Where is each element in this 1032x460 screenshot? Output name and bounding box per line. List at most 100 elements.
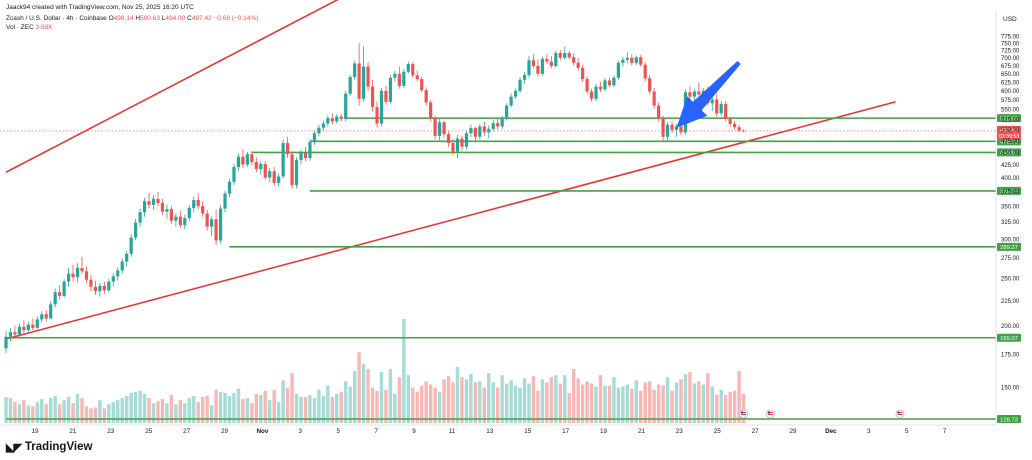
- candle-body: [639, 57, 643, 65]
- volume-legend[interactable]: Vol · ZEC 3.93K: [6, 24, 53, 31]
- volume-bar: [728, 391, 732, 423]
- trendline-upper: [5, 0, 339, 173]
- volume-bar: [268, 400, 272, 423]
- candle-body: [272, 171, 276, 183]
- candle-body: [227, 181, 232, 194]
- candle-body: [62, 281, 66, 296]
- candle-body: [469, 128, 473, 134]
- close-value: 497.42: [191, 15, 212, 22]
- volume-bar: [563, 375, 567, 423]
- volume-bar: [303, 397, 308, 423]
- candle-body: [142, 201, 147, 213]
- time-tick-label: 7: [943, 428, 947, 435]
- volume-bar: [616, 387, 621, 423]
- volume-bar: [509, 380, 513, 423]
- volume-bar: [169, 394, 174, 423]
- volume-bar: [165, 403, 169, 423]
- volume-bar: [339, 391, 343, 423]
- axis-currency[interactable]: USD: [1003, 16, 1017, 23]
- candle-body: [500, 118, 504, 127]
- volume-bar: [554, 375, 558, 423]
- volume-bar: [679, 379, 683, 423]
- candle-body: [598, 86, 603, 90]
- candle-body: [424, 90, 428, 103]
- price-tick-label: 400.00: [1001, 176, 1020, 182]
- price-axis: 150.00 175.00 200.00 225.00 250.00 275.00 300.…: [995, 10, 1020, 425]
- candle-body: [58, 292, 62, 296]
- symbol-legend[interactable]: Zcash / U.S. Dollar · 4h · Coinbase O498…: [6, 15, 258, 22]
- volume-bar: [692, 383, 697, 423]
- volume-bar: [218, 391, 223, 423]
- price-tick-label: 200.00: [1001, 324, 1020, 330]
- candle-body: [71, 273, 75, 278]
- volume-bar: [683, 374, 688, 423]
- volume-bar: [393, 393, 397, 423]
- candle-body: [692, 91, 696, 97]
- candle-body: [710, 99, 714, 104]
- candle-body: [268, 171, 272, 178]
- flag-icon: [741, 414, 747, 415]
- volume-bar: [107, 404, 111, 423]
- volume-bar: [299, 397, 303, 423]
- price-tick-label: 325.00: [1001, 220, 1020, 226]
- chart-credit: Jaack94 created with TradingView.com, No…: [6, 4, 194, 11]
- candle-body: [147, 201, 151, 205]
- volume-bar: [375, 390, 379, 423]
- time-tick-label: 21: [69, 428, 77, 435]
- volume-label: Vol · ZEC: [6, 24, 34, 31]
- volume-bar: [402, 319, 406, 423]
- time-tick-label: 7: [374, 428, 378, 435]
- volume-bar: [348, 386, 352, 423]
- volume-bar: [460, 377, 464, 423]
- volume-bar: [661, 385, 665, 423]
- candle-body: [741, 130, 746, 132]
- candle-body: [724, 104, 728, 119]
- volume-bar: [26, 405, 31, 423]
- candle-body: [326, 118, 330, 124]
- candle-body: [241, 156, 245, 165]
- volume-bar: [49, 398, 53, 423]
- candle-body: [116, 270, 120, 277]
- volume-bar: [723, 394, 728, 423]
- candle-body: [589, 91, 594, 99]
- high-value: 500.63: [140, 15, 160, 22]
- volume-bar: [652, 389, 656, 423]
- time-tick-label: 29: [221, 428, 229, 435]
- candle-body: [134, 222, 138, 238]
- tradingview-wordmark: TradingView: [24, 441, 93, 453]
- candle-body: [66, 273, 71, 282]
- candle-body: [379, 90, 384, 124]
- volume-bar: [491, 382, 495, 423]
- candle-body: [406, 64, 410, 72]
- volume-bar: [13, 402, 17, 423]
- candle-body: [393, 73, 397, 78]
- flag-icon: [767, 412, 773, 413]
- volume-bar: [192, 395, 196, 423]
- low-value: 494.00: [165, 15, 186, 22]
- candle-body: [294, 160, 299, 186]
- volume-bar: [567, 392, 571, 423]
- volume-bar: [580, 384, 585, 423]
- candle-body: [286, 143, 290, 155]
- candle-body: [129, 237, 133, 254]
- level-label: 128.73: [1000, 417, 1018, 423]
- volume-bar: [285, 387, 290, 423]
- volume-bar: [656, 384, 661, 423]
- candle-body: [540, 59, 544, 74]
- volume-bar: [75, 393, 80, 423]
- candle-body: [567, 53, 571, 58]
- volume-bar: [433, 387, 437, 423]
- low-label: L: [161, 15, 166, 22]
- candle-body: [397, 73, 401, 86]
- candle-body: [415, 75, 419, 80]
- time-tick-label: 3: [867, 428, 871, 435]
- candle-body: [648, 78, 652, 92]
- candle-body: [290, 154, 294, 186]
- tradingview-logo[interactable]: ◣◤ TradingView: [6, 440, 92, 454]
- open-label: O: [108, 15, 114, 22]
- candle-body: [527, 60, 531, 76]
- candle-body: [4, 336, 8, 349]
- candle-body: [214, 219, 218, 241]
- volume-bar: [710, 386, 714, 423]
